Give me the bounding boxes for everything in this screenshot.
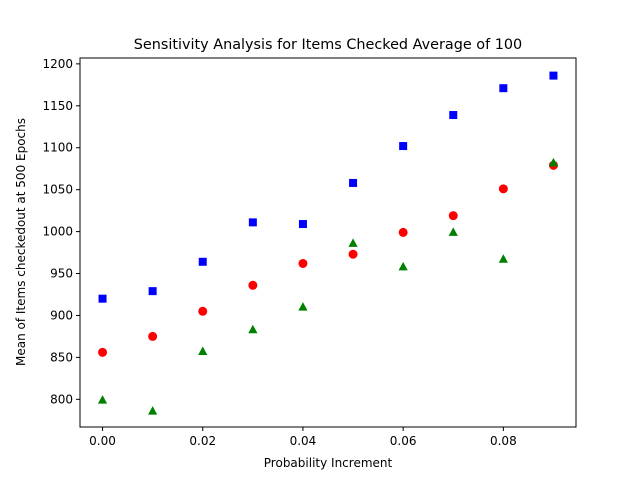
data-point-series-1 <box>298 220 307 229</box>
data-point-series-3 <box>548 157 559 167</box>
x-tick-label: 0.04 <box>290 434 317 448</box>
data-point-series-3 <box>398 261 408 271</box>
x-tick-label: 0.06 <box>390 434 417 448</box>
y-tick-label: 1100 <box>42 141 73 155</box>
data-point-series-1 <box>148 287 157 296</box>
y-tick-label: 1050 <box>42 183 73 197</box>
y-tick-label: 1150 <box>42 99 73 113</box>
data-point-series-1 <box>399 142 408 151</box>
x-axis-label: Probability Increment <box>264 456 393 470</box>
data-point-series-3 <box>198 346 208 356</box>
data-point-series-2 <box>248 280 258 290</box>
data-point-series-3 <box>298 302 308 311</box>
data-point-series-1 <box>198 257 207 266</box>
data-point-series-2 <box>448 211 458 221</box>
data-point-series-1 <box>499 84 508 93</box>
y-axis: 800 850 900 950 1000 1050 1100 1150 1200 <box>42 57 80 406</box>
y-tick-label: 800 <box>50 392 73 406</box>
data-point-series-2 <box>148 331 158 341</box>
data-point-series-1 <box>449 111 458 120</box>
y-tick-label: 850 <box>50 350 73 364</box>
x-tick-label: 0.02 <box>189 434 216 448</box>
data-point-series-2 <box>498 184 508 194</box>
chart-title: Sensitivity Analysis for Items Checked A… <box>134 37 522 53</box>
data-point-series-3 <box>248 324 258 334</box>
y-tick-label: 1200 <box>42 57 73 71</box>
data-point-series-3 <box>97 395 108 404</box>
y-axis-label: Mean of Items checkedout at 500 Epochs <box>14 118 28 366</box>
y-tick-label: 900 <box>50 308 73 322</box>
data-points <box>97 71 559 415</box>
data-point-series-3 <box>348 238 358 247</box>
data-point-series-3 <box>498 254 508 263</box>
data-point-series-1 <box>349 178 358 187</box>
data-point-series-2 <box>98 347 108 357</box>
x-tick-label: 0.00 <box>89 434 116 448</box>
data-point-series-2 <box>348 249 358 259</box>
y-tick-label: 1000 <box>42 225 73 239</box>
x-axis: 0.00 0.02 0.04 0.06 0.08 <box>89 427 517 448</box>
plot-area <box>79 57 577 428</box>
data-point-series-2 <box>198 306 208 316</box>
data-point-series-3 <box>148 406 158 415</box>
y-tick-label: 950 <box>50 267 73 281</box>
data-point-series-1 <box>248 218 257 227</box>
data-point-series-1 <box>549 71 558 80</box>
data-point-series-2 <box>298 258 308 268</box>
data-point-series-2 <box>398 227 408 237</box>
data-point-series-3 <box>448 227 458 236</box>
data-point-series-1 <box>98 294 107 303</box>
x-tick-label: 0.08 <box>490 434 517 448</box>
